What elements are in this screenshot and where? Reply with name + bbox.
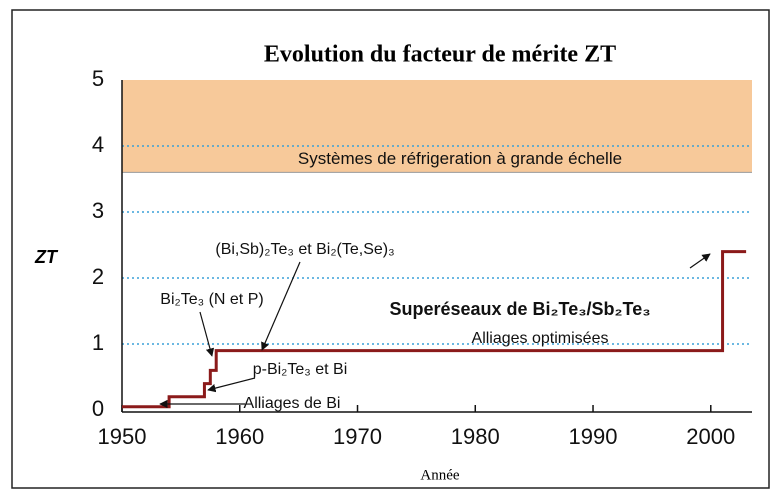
- y-axis-label: ZT: [34, 247, 59, 267]
- y-tick-label: 4: [92, 132, 104, 157]
- annotation-arrow: [199, 311, 215, 357]
- annotation-arrow: [261, 261, 301, 351]
- annotation: Alliages optimisées: [472, 330, 609, 347]
- annotation: p-Bi₂Te₃ et Bi: [253, 361, 348, 378]
- x-tick-label: 1960: [215, 424, 264, 449]
- x-tick-label: 1990: [569, 424, 618, 449]
- series-line: [122, 250, 747, 409]
- annotation-arrow: [207, 377, 256, 393]
- band: [122, 80, 752, 173]
- annotation-arrow: [689, 253, 711, 269]
- x-tick-label: 1980: [451, 424, 500, 449]
- band-label: Systèmes de réfrigeration à grande échel…: [298, 149, 622, 168]
- y-tick-label: 5: [92, 66, 104, 91]
- x-tick-label: 2000: [686, 424, 735, 449]
- frame: [11, 9, 770, 489]
- annotation: Alliages de Bi: [244, 395, 341, 412]
- y-tick-label: 3: [92, 198, 104, 223]
- x-tick-label: 1970: [333, 424, 382, 449]
- x-tick-label: 1950: [98, 424, 147, 449]
- y-tick-label: 1: [92, 330, 104, 355]
- x-axis-label: Année: [420, 467, 459, 483]
- annotation: (Bi,Sb)₂Te₃ et Bi₂(Te,Se)₃: [215, 241, 394, 258]
- annotation: Superéseaux de Bi₂Te₃/Sb₂Te₃: [389, 299, 650, 319]
- chart-title: Evolution du facteur de mérite ZT: [264, 42, 616, 68]
- y-tick-label: 0: [92, 396, 104, 421]
- annotation: Bi₂Te₃ (N et P): [160, 291, 263, 308]
- y-tick-label: 2: [92, 264, 104, 289]
